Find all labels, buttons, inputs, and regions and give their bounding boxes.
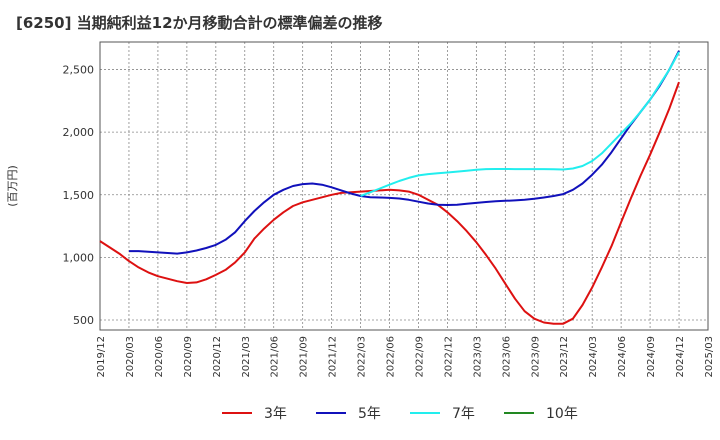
- x-tick-label: 2021/09: [299, 336, 310, 378]
- x-tick-label: 2022/06: [386, 336, 397, 378]
- x-tick-label: 2021/03: [241, 336, 252, 378]
- y-tick-label: 500: [73, 314, 94, 327]
- series-line-7年: [360, 51, 680, 197]
- x-tick-label: 2025/03: [704, 336, 715, 378]
- x-tick-label: 2021/12: [328, 336, 339, 378]
- chart-title: [6250] 当期純利益12か月移動合計の標準偏差の推移: [16, 14, 383, 32]
- x-tick-label: 2023/12: [559, 336, 570, 378]
- y-tick-label: 2,500: [63, 64, 95, 77]
- x-tick-label: 2024/09: [646, 336, 657, 378]
- x-tick-label: 2024/12: [675, 336, 686, 378]
- grid-layer: [100, 42, 708, 330]
- y-axis-label: (百万円): [6, 165, 19, 207]
- legend-label-5年: 5年: [358, 406, 381, 422]
- x-tick-label: 2024/06: [617, 336, 628, 378]
- y-tick-label: 1,000: [63, 251, 95, 264]
- x-tick-label: 2022/12: [443, 336, 454, 378]
- x-tick-label: 2019/12: [96, 336, 107, 378]
- series-line-3年: [99, 81, 680, 325]
- x-tick-label: 2023/09: [530, 336, 541, 378]
- x-tick-label: 2020/03: [125, 336, 136, 378]
- plot-frame: [99, 41, 709, 331]
- x-tick-label: 2020/06: [154, 336, 165, 378]
- legend-label-7年: 7年: [452, 406, 475, 422]
- x-tick-label: 2020/12: [212, 336, 223, 378]
- series-layer: [99, 50, 680, 325]
- x-tick-label: 2022/09: [414, 336, 425, 378]
- legend-label-3年: 3年: [264, 406, 287, 422]
- legend: 3年 5年 7年 10年: [222, 406, 578, 422]
- y-tick-label: 2,000: [63, 126, 95, 139]
- x-tick-label: 2021/06: [270, 336, 281, 378]
- x-tick-label: 2023/06: [501, 336, 512, 378]
- x-tick-label: 2024/03: [588, 336, 599, 378]
- legend-label-10年: 10年: [546, 406, 578, 422]
- x-tick-label: 2023/03: [472, 336, 483, 378]
- series-line-5年: [129, 50, 680, 255]
- x-tick-label: 2020/09: [183, 336, 194, 378]
- y-tick-label: 1,500: [63, 189, 95, 202]
- axis-layer: 500 1,000 1,500 2,000 2,500 2019/12 2020/03 202…: [6, 41, 715, 378]
- x-tick-label: 2022/03: [357, 336, 368, 378]
